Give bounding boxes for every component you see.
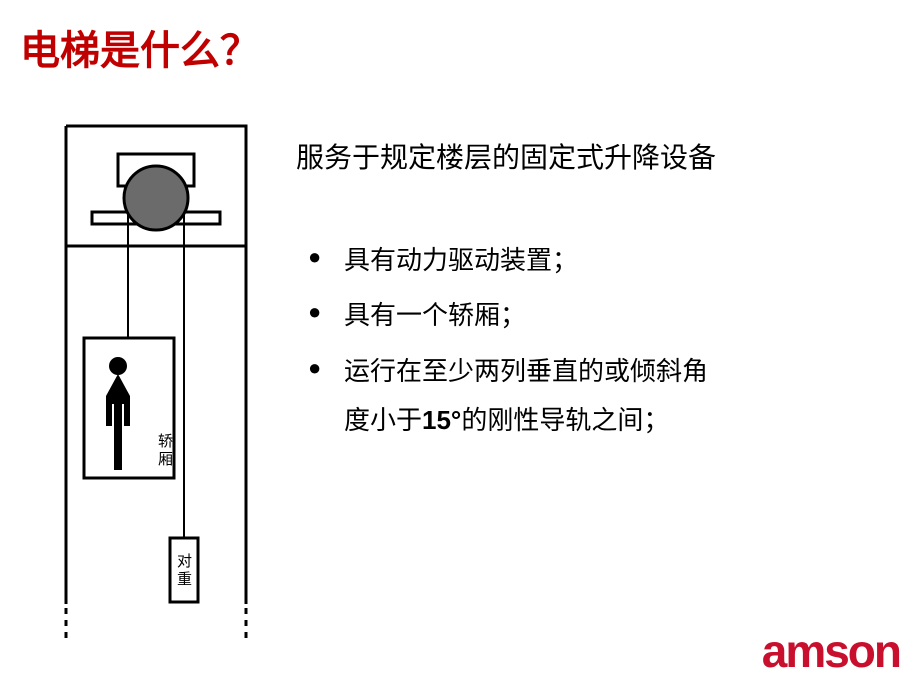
subtitle-text: 服务于规定楼层的固定式升降设备 [296, 138, 896, 180]
svg-text:重: 重 [177, 571, 192, 588]
bullet-item: 具有动力驱动装置； [344, 236, 896, 285]
content-area: 服务于规定楼层的固定式升降设备 具有动力驱动装置； 具有一个轿厢； 运行在至少两… [296, 138, 896, 452]
svg-text:厢: 厢 [158, 451, 173, 468]
bullet-item: 运行在至少两列垂直的或倾斜角度小于15°的刚性导轨之间； [344, 347, 896, 446]
svg-text:对: 对 [177, 553, 192, 570]
brand-logo: amson [762, 624, 900, 678]
svg-text:轿: 轿 [158, 433, 173, 450]
bullet-item: 具有一个轿厢； [344, 291, 896, 340]
bullet-list: 具有动力驱动装置； 具有一个轿厢； 运行在至少两列垂直的或倾斜角度小于15°的刚… [296, 236, 896, 446]
elevator-diagram: 轿 厢 对 重 [48, 118, 258, 648]
page-title: 电梯是什么？ [20, 18, 260, 76]
